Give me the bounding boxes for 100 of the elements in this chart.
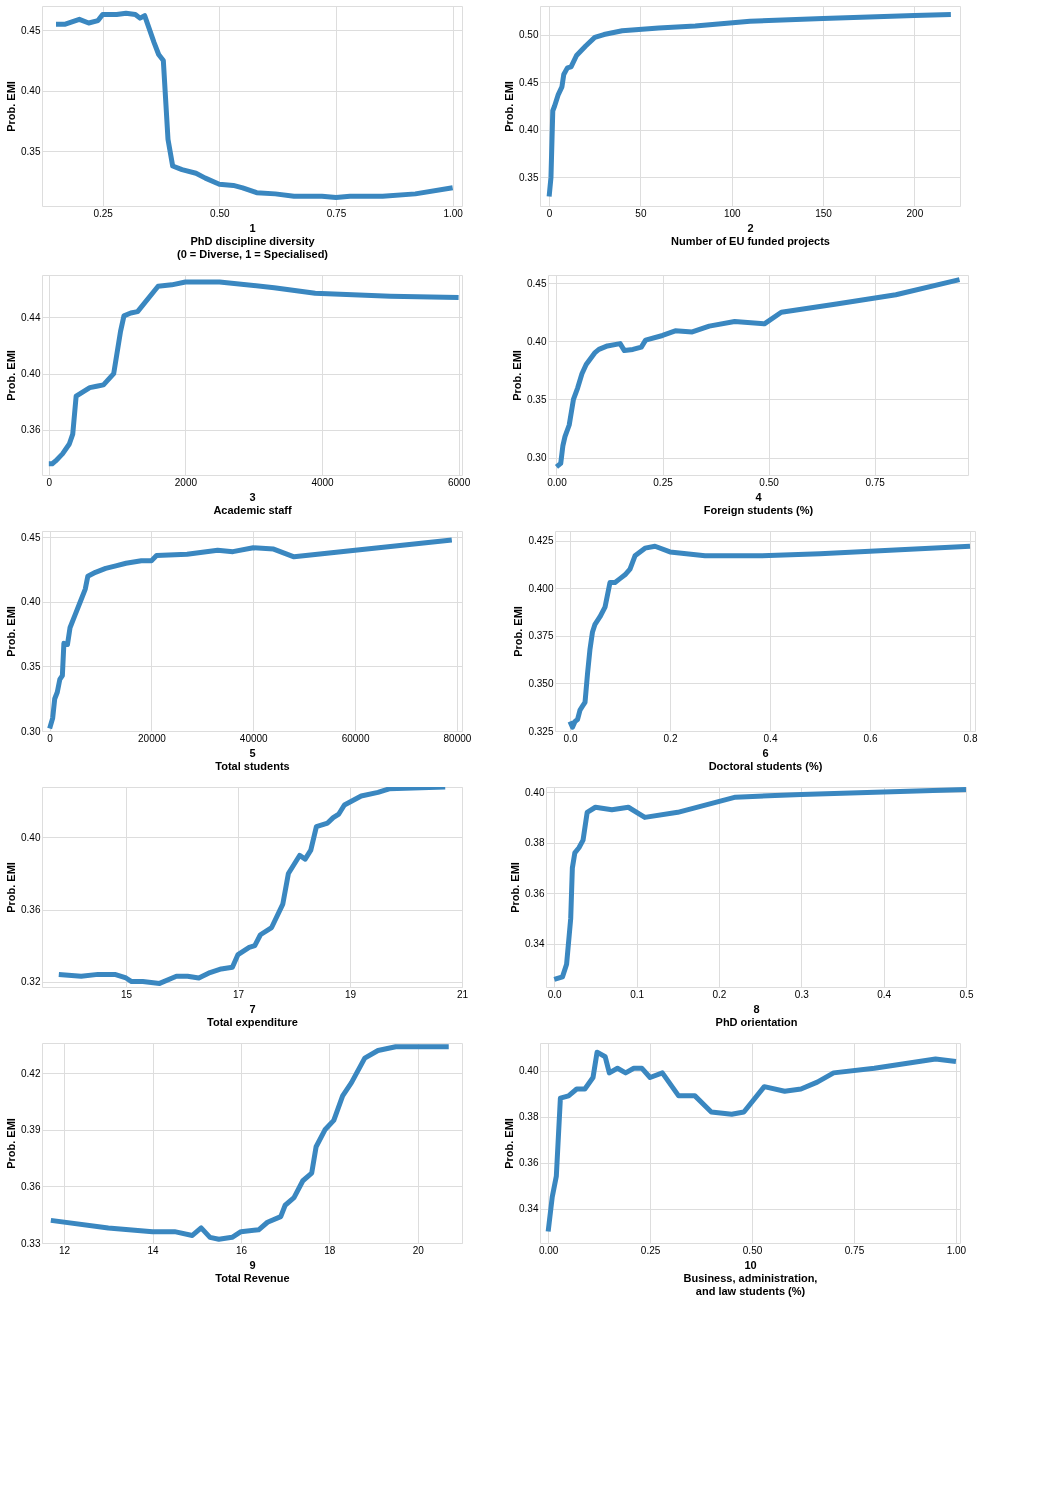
y-tick-label: 0.375 (528, 630, 554, 642)
x-tick-label: 0.50 (742, 1244, 763, 1256)
y-axis-title: Prob. EMI (5, 81, 18, 132)
y-tick-label: 0.45 (519, 76, 539, 88)
x-tick-label: 18 (324, 1244, 336, 1256)
x-axis-title: 6 Doctoral students (%) (708, 746, 823, 772)
x-tick-label: 12 (59, 1244, 71, 1256)
y-tick-label: 0.325 (528, 725, 554, 737)
y-tick-label: 0.33 (21, 1237, 41, 1249)
x-tick-label: 0.8 (963, 732, 978, 744)
x-tick-label: 0.0 (563, 732, 578, 744)
x-tick-label: 1.00 (946, 1244, 967, 1256)
x-tick-label: 20000 (138, 732, 167, 744)
x-tick-label: 0.75 (326, 207, 347, 219)
y-tick-label: 0.42 (21, 1067, 41, 1079)
y-tick-label: 0.36 (525, 887, 545, 899)
x-tick-label: 0.25 (93, 207, 114, 219)
y-tick-label: 0.36 (21, 904, 41, 916)
x-tick-label: 4000 (311, 476, 335, 488)
x-tick-label: 40000 (239, 732, 269, 744)
x-tick-label: 0 (546, 207, 553, 219)
y-tick-label: 0.32 (21, 976, 41, 988)
y-tick-label: 0.40 (21, 368, 41, 380)
x-axis-title: 8 PhD orientation (715, 1002, 798, 1028)
x-tick-label: 1.00 (443, 207, 464, 219)
y-tick-label: 0.350 (528, 677, 554, 689)
x-tick-label: 0.50 (759, 476, 780, 488)
x-tick-label: 14 (147, 1244, 160, 1256)
x-tick-label: 0.25 (640, 1244, 661, 1256)
x-tick-label: 19 (344, 988, 357, 1000)
y-tick-label: 0.36 (519, 1157, 539, 1169)
y-tick-label: 0.34 (525, 938, 545, 950)
y-tick-label: 0.400 (528, 582, 554, 594)
x-tick-label: 0.25 (653, 476, 674, 488)
y-axis-title: Prob. EMI (512, 606, 525, 657)
y-tick-label: 0.45 (21, 531, 41, 543)
x-tick-label: 6000 (447, 476, 471, 488)
x-tick-label: 0.6 (863, 732, 878, 744)
y-axis-title: Prob. EMI (509, 862, 522, 913)
y-tick-label: 0.35 (21, 145, 41, 157)
x-tick-label: 0 (47, 732, 54, 744)
x-tick-label: 0.1 (630, 988, 645, 1000)
x-tick-label: 0.2 (663, 732, 678, 744)
x-tick-label: 80000 (443, 732, 472, 744)
x-axis-title: 10 Business, administration, and law students (%) (683, 1258, 818, 1297)
y-tick-label: 0.40 (21, 85, 41, 97)
y-tick-label: 0.45 (21, 24, 41, 36)
x-axis-title: 9 Total Revenue (215, 1258, 290, 1284)
x-tick-label: 0 (46, 476, 53, 488)
x-tick-label: 0.75 (865, 476, 886, 488)
y-axis-title: Prob. EMI (5, 606, 18, 657)
x-tick-label: 16 (235, 1244, 248, 1256)
y-tick-label: 0.38 (525, 837, 545, 849)
y-tick-label: 0.40 (525, 786, 545, 798)
x-axis-title: 4 Foreign students (%) (703, 490, 814, 516)
x-tick-label: 0.0 (547, 988, 563, 1000)
x-tick-label: 15 (120, 988, 133, 1000)
y-tick-label: 0.39 (21, 1124, 41, 1136)
y-tick-label: 0.30 (527, 452, 547, 464)
x-tick-label: 200 (906, 207, 924, 219)
y-tick-label: 0.40 (527, 335, 547, 347)
x-axis-title: 1 PhD discipline diversity (0 = Diverse, 1 = Specialised) (176, 221, 329, 260)
x-tick-label: 21 (456, 988, 469, 1000)
y-tick-label: 0.45 (527, 277, 547, 289)
x-tick-label: 0.00 (538, 1244, 559, 1256)
y-tick-label: 0.36 (21, 1180, 41, 1192)
y-tick-label: 0.44 (21, 311, 41, 323)
x-tick-label: 60000 (341, 732, 370, 744)
x-tick-label: 0.50 (210, 207, 230, 219)
x-axis-title: 2 Number of EU funded projects (671, 221, 830, 247)
y-tick-label: 0.35 (21, 660, 41, 672)
x-tick-label: 0.2 (712, 988, 727, 1000)
y-tick-label: 0.40 (21, 596, 41, 608)
x-tick-label: 20 (412, 1244, 425, 1256)
x-tick-label: 0.3 (794, 988, 810, 1000)
x-tick-label: 50 (635, 207, 647, 219)
y-tick-label: 0.36 (21, 424, 41, 436)
x-tick-label: 0.75 (844, 1244, 865, 1256)
y-tick-label: 0.40 (519, 1065, 539, 1077)
x-tick-label: 0.5 (959, 988, 974, 1000)
x-tick-label: 17 (232, 988, 245, 1000)
y-tick-label: 0.35 (527, 393, 547, 405)
y-axis-title: Prob. EMI (5, 350, 18, 401)
y-tick-label: 0.40 (519, 124, 539, 136)
y-tick-label: 0.50 (519, 29, 539, 41)
x-tick-label: 2000 (174, 476, 198, 488)
y-tick-label: 0.35 (519, 171, 539, 183)
x-axis-title: 5 Total students (215, 746, 290, 772)
y-axis-title: Prob. EMI (5, 862, 18, 913)
x-tick-label: 100 (723, 207, 742, 219)
y-axis-title: Prob. EMI (503, 81, 516, 132)
y-tick-label: 0.30 (21, 725, 41, 737)
y-tick-label: 0.34 (519, 1203, 539, 1215)
y-tick-label: 0.425 (528, 535, 554, 547)
y-axis-title: Prob. EMI (5, 1118, 18, 1169)
x-tick-label: 0.4 (763, 732, 778, 744)
y-tick-label: 0.38 (519, 1111, 539, 1123)
y-axis-title: Prob. EMI (503, 1118, 516, 1169)
x-tick-label: 150 (815, 207, 833, 219)
y-tick-label: 0.40 (21, 831, 41, 843)
